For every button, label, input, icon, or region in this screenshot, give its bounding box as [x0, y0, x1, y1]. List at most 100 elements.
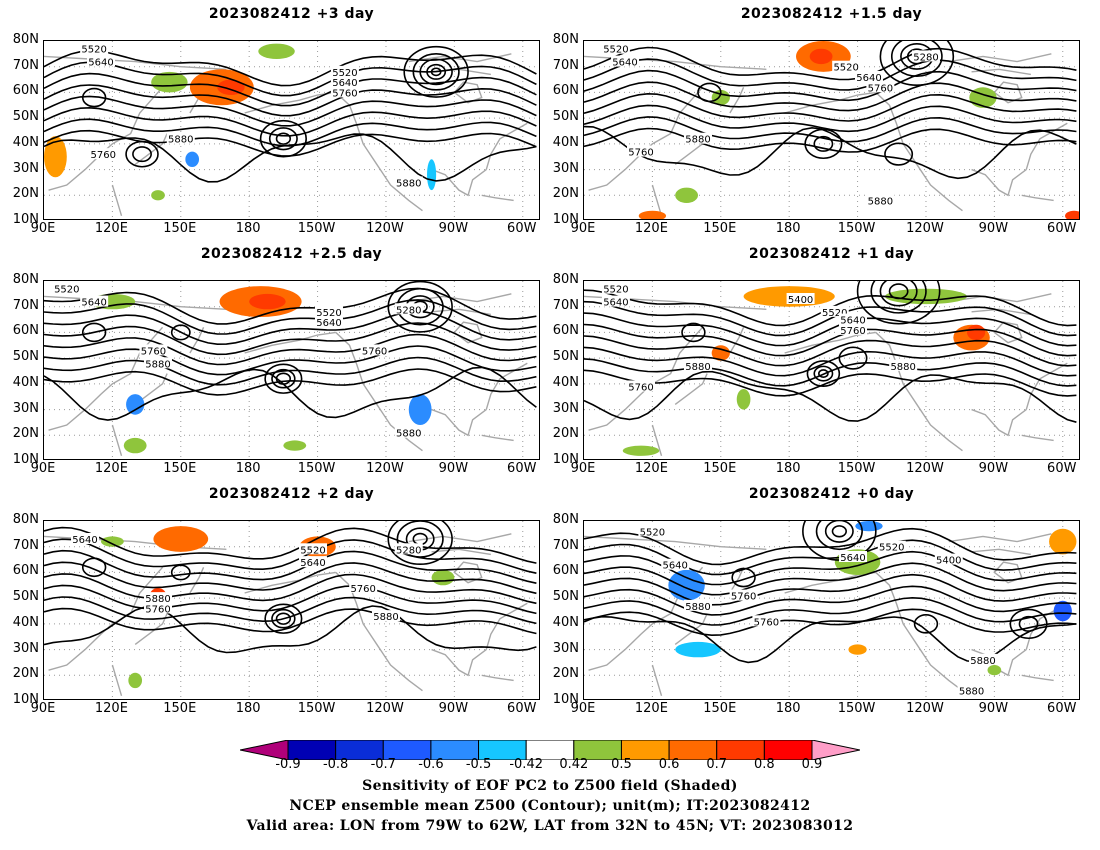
x-tick-label: 90E — [30, 461, 56, 476]
x-tick-label: 150E — [163, 461, 197, 476]
z500-contours — [584, 521, 1077, 664]
x-tick-label: 150E — [703, 461, 737, 476]
contour-labels: 5520 5640 5520 5400 5640 5880 5760 5760 5880 5880 — [638, 525, 997, 698]
x-tick-label: 150W — [297, 461, 336, 476]
contour-label: 5280 — [913, 52, 938, 63]
x-tick-label: 60W — [1047, 701, 1077, 716]
contour-label: 5520 — [879, 543, 904, 554]
contour-label: 5760 — [141, 346, 166, 357]
contour-label: 5760 — [868, 83, 893, 94]
x-tick-label: 180 — [775, 461, 801, 476]
caption-line-2: NCEP ensemble mean Z500 (Contour); unit(… — [289, 798, 811, 814]
contour-label: 5640 — [662, 561, 687, 572]
y-tick-label: 40N — [12, 614, 39, 630]
contour-label: 5520 — [54, 285, 79, 296]
colorbar-tick-label: 0.7 — [706, 757, 728, 772]
colorbar-tick-label: -0.8 — [322, 757, 349, 772]
x-tick-label: 90W — [438, 221, 469, 236]
y-tick-label: 20N — [12, 426, 39, 442]
y-tick-label: 80N — [12, 32, 39, 47]
y-tick-label: 40N — [552, 134, 579, 150]
contour-label: 5760 — [350, 584, 375, 595]
x-tick-label: 90W — [438, 461, 469, 476]
x-tick-label: 180 — [235, 461, 261, 476]
contour-label: 5760 — [731, 592, 756, 603]
y-tick-label: 70N — [552, 57, 579, 73]
x-tick-label: 120W — [366, 461, 404, 476]
graticule — [584, 41, 1079, 219]
panel-title: 2023082412 +1 day — [748, 246, 915, 262]
x-tick-label: 60W — [1047, 461, 1077, 476]
x-tick-label: 90W — [438, 701, 469, 716]
y-tick-label: 30N — [12, 640, 39, 656]
contour-label: 5760 — [145, 604, 170, 615]
contour-label: 5760 — [332, 88, 357, 99]
contour-label: 5880 — [373, 612, 398, 623]
y-tick-label: 50N — [552, 349, 579, 365]
contour-label: 5880 — [145, 594, 170, 605]
y-tick-label: 30N — [12, 160, 39, 176]
contour-label: 5640 — [72, 535, 97, 546]
y-tick-label: 50N — [552, 589, 579, 605]
y-tick-label: 20N — [552, 666, 579, 682]
y-tick-label: 60N — [552, 323, 579, 339]
y-tick-label: 30N — [552, 400, 579, 416]
x-tick-label: 120E — [94, 461, 128, 476]
contour-label: 5880 — [396, 178, 421, 189]
y-tick-label: 20N — [552, 186, 579, 202]
panel-title: 2023082412 +0 day — [748, 486, 915, 502]
contour-label: 5640 — [300, 558, 325, 569]
contour-label: 5640 — [316, 318, 341, 329]
y-tick-label: 10N — [12, 452, 39, 467]
x-tick-label: 120E — [634, 221, 668, 236]
contour-label: 5280 — [396, 305, 421, 316]
contour-label: 5640 — [603, 298, 628, 309]
caption-line-3: Valid area: LON from 79W to 62W, LAT fro… — [246, 818, 854, 834]
x-tick-label: 150E — [703, 221, 737, 236]
contour-label: 5640 — [88, 58, 113, 69]
z500-contours — [44, 45, 537, 183]
contour-label: 5880 — [396, 429, 421, 440]
panel-title: 2023082412 +2 day — [208, 486, 375, 502]
x-tick-label: 150W — [837, 701, 876, 716]
contour-label: 5280 — [396, 545, 421, 556]
contour-label: 5880 — [685, 362, 710, 373]
y-tick-label: 60N — [552, 563, 579, 579]
graticule — [584, 281, 1079, 459]
y-tick-label: 10N — [12, 692, 39, 707]
x-tick-label: 120W — [366, 221, 404, 236]
contour-label: 5520 — [603, 285, 628, 296]
y-tick-label: 40N — [552, 374, 579, 390]
x-tick-label: 120E — [94, 701, 128, 716]
contour-label: 5400 — [936, 556, 961, 567]
y-tick-label: 50N — [12, 109, 39, 125]
x-tick-label: 120E — [634, 701, 668, 716]
contour-label: 5640 — [840, 553, 865, 564]
x-tick-label: 90E — [30, 221, 56, 236]
y-tick-label: 40N — [12, 374, 39, 390]
contour-label: 5520 — [822, 308, 847, 319]
colorbar — [240, 740, 860, 760]
contour-label: 5520 — [81, 45, 106, 56]
x-tick-label: 150E — [703, 701, 737, 716]
contour-label: 5520 — [300, 545, 325, 556]
x-tick-label: 90E — [570, 221, 596, 236]
y-tick-label: 60N — [12, 563, 39, 579]
y-tick-label: 20N — [12, 186, 39, 202]
colorbar-tick-label: -0.9 — [275, 757, 301, 772]
contour-label: 5760 — [362, 346, 387, 357]
x-tick-label: 90E — [570, 701, 596, 716]
colorbar-tick-label: 0.6 — [658, 757, 680, 772]
contour-label: 5640 — [612, 58, 637, 69]
y-tick-label: 20N — [552, 426, 579, 442]
contour-label: 5880 — [959, 687, 984, 698]
colorbar-bar — [240, 740, 860, 760]
x-tick-label: 60W — [507, 701, 537, 716]
contour-label: 5880 — [168, 135, 193, 146]
x-tick-label: 120W — [366, 701, 404, 716]
y-tick-label: 30N — [552, 640, 579, 656]
